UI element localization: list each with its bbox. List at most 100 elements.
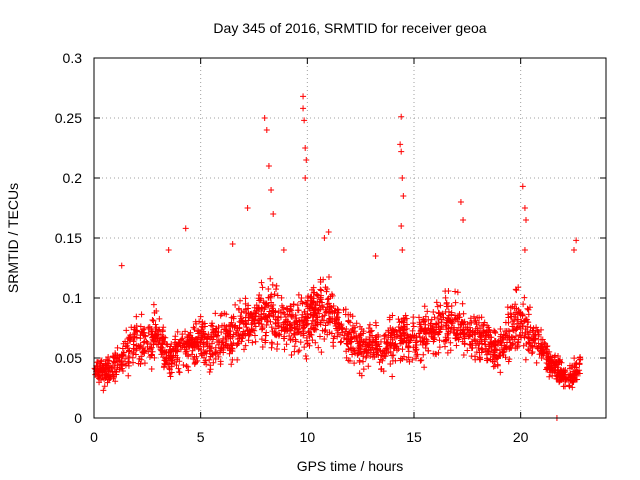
data-point	[467, 333, 474, 340]
data-point	[282, 326, 289, 333]
data-point	[259, 323, 266, 330]
data-point	[543, 360, 550, 367]
data-point	[524, 305, 531, 312]
data-point	[252, 310, 259, 317]
data-point	[272, 320, 279, 327]
data-point	[193, 320, 200, 327]
data-point	[434, 303, 441, 310]
x-axis-label: GPS time / hours	[297, 458, 404, 474]
data-point	[365, 350, 372, 357]
data-point	[404, 321, 411, 328]
data-point	[403, 331, 410, 338]
data-point	[273, 282, 280, 289]
data-point	[356, 357, 363, 364]
data-point	[395, 316, 402, 323]
data-point	[506, 346, 513, 353]
data-point	[469, 328, 476, 335]
data-point	[101, 383, 108, 390]
data-point	[137, 323, 144, 330]
data-point	[130, 341, 137, 348]
data-point	[413, 355, 420, 362]
data-point	[312, 339, 319, 346]
data-point	[150, 317, 157, 324]
data-point	[569, 384, 576, 391]
data-point	[454, 330, 461, 337]
data-point	[112, 378, 119, 385]
data-point	[287, 337, 294, 344]
data-point	[125, 347, 132, 354]
data-point	[337, 331, 344, 338]
data-point	[464, 326, 471, 333]
data-point	[520, 342, 527, 349]
data-point	[326, 329, 333, 336]
data-point	[410, 314, 417, 321]
data-point	[404, 332, 411, 339]
data-point	[358, 372, 365, 379]
data-point	[568, 364, 575, 371]
data-point	[241, 346, 248, 353]
data-point	[149, 316, 156, 323]
data-point	[273, 286, 280, 293]
data-point	[175, 339, 182, 346]
data-point	[258, 279, 265, 286]
data-point	[173, 356, 180, 363]
data-point	[165, 247, 172, 253]
data-point	[456, 314, 463, 321]
data-point	[361, 348, 368, 355]
data-point	[471, 336, 478, 343]
data-point	[393, 347, 400, 354]
data-point	[523, 217, 529, 223]
data-point	[268, 187, 275, 193]
data-point	[365, 363, 372, 370]
data-point	[193, 335, 200, 342]
data-point	[405, 354, 412, 361]
data-point	[264, 318, 271, 325]
data-point	[436, 328, 443, 335]
data-point	[448, 318, 455, 325]
data-point	[201, 320, 208, 327]
data-point	[512, 333, 519, 340]
data-point	[342, 328, 349, 335]
data-point	[166, 370, 173, 377]
data-point	[164, 341, 171, 348]
data-point	[399, 247, 406, 253]
data-point	[421, 303, 428, 310]
data-point	[152, 338, 159, 345]
data-point	[218, 329, 225, 336]
data-point	[375, 333, 382, 340]
data-point	[284, 318, 291, 325]
data-point	[442, 309, 449, 316]
data-point	[519, 312, 526, 319]
data-point	[497, 326, 504, 333]
y-tick-label: 0.15	[55, 230, 82, 246]
data-point	[126, 348, 133, 355]
data-point	[351, 360, 358, 367]
data-point	[156, 326, 163, 333]
data-point	[148, 328, 155, 335]
data-point	[421, 326, 428, 333]
data-point	[435, 309, 442, 316]
data-point	[421, 364, 428, 371]
data-point	[242, 314, 249, 321]
data-point	[177, 346, 184, 353]
data-point	[265, 311, 272, 318]
data-point	[556, 378, 563, 385]
data-point	[393, 333, 400, 340]
data-point	[535, 328, 542, 335]
data-point	[206, 356, 213, 363]
data-point	[392, 340, 399, 347]
data-point	[535, 340, 542, 347]
data-point	[120, 352, 127, 359]
data-point	[515, 338, 522, 345]
data-point	[95, 367, 102, 374]
data-point	[191, 326, 198, 333]
data-point	[419, 338, 426, 345]
data-point	[427, 320, 434, 327]
data-point	[398, 223, 405, 229]
data-point	[333, 315, 340, 322]
data-point	[560, 383, 567, 390]
data-point	[275, 313, 282, 320]
data-point	[214, 332, 221, 339]
data-point	[442, 294, 449, 301]
data-point	[516, 323, 523, 330]
